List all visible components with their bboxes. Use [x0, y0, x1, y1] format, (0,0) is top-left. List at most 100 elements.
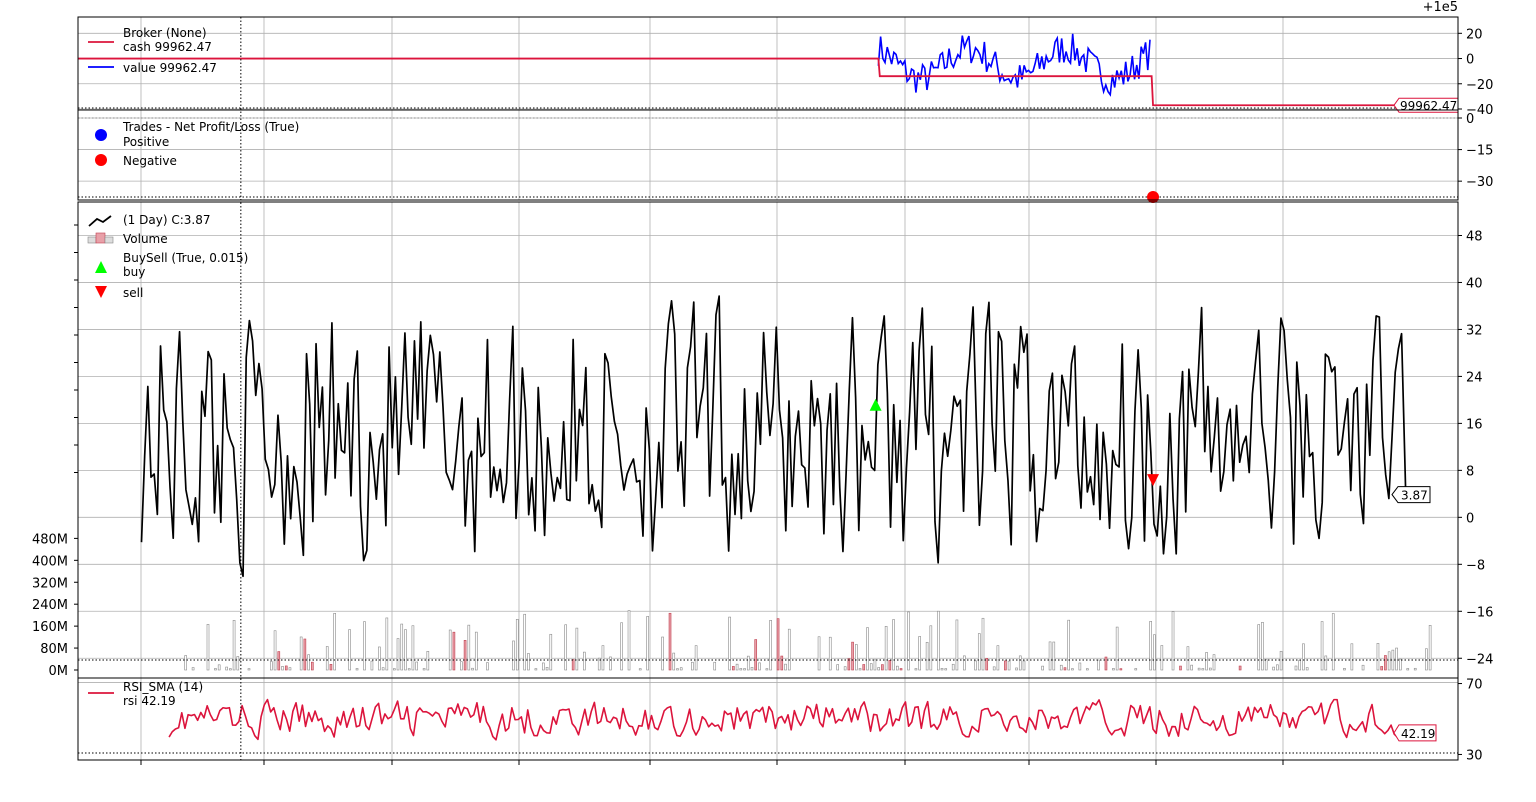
- ytick-trades-2: −30: [1466, 175, 1493, 190]
- volume-bar: [668, 612, 672, 671]
- volume-bar: [866, 627, 869, 671]
- volume-bar: [303, 638, 307, 671]
- volume-bar: [378, 646, 381, 671]
- volume-bar: [855, 644, 858, 671]
- volume-bar: [583, 651, 586, 671]
- volume-bar: [1425, 648, 1428, 671]
- broker-last-value: 99962.47: [1400, 99, 1457, 113]
- volume-bar: [217, 664, 221, 671]
- volume-bar: [385, 617, 389, 671]
- volume-bar: [851, 641, 854, 671]
- volume-bar: [206, 624, 210, 671]
- legend-volume: Volume: [123, 232, 168, 246]
- volume-bar: [284, 665, 288, 671]
- volume-bar: [1350, 643, 1354, 671]
- volume-bar: [549, 633, 553, 671]
- volume-bar: [1071, 668, 1074, 671]
- volume-bar: [758, 662, 761, 671]
- volume-bar: [936, 610, 940, 671]
- volume-bar: [1097, 659, 1100, 671]
- volume-bar: [467, 624, 471, 671]
- volume-bar: [1078, 662, 1082, 671]
- volume-bar: [1179, 665, 1182, 671]
- legend-broker-title: Broker (None): [123, 26, 207, 40]
- volume-bar: [765, 668, 769, 671]
- volume-bar: [884, 626, 888, 671]
- volume-bar: [1186, 646, 1190, 671]
- axis-offset-label: +1e5: [1423, 0, 1458, 15]
- volume-bar: [515, 619, 519, 671]
- volume-bar: [1104, 656, 1108, 671]
- ytick-volume-2: 320M: [32, 576, 68, 591]
- rsi-line: [168, 698, 1407, 741]
- volume-bar: [307, 654, 310, 671]
- volume-bar: [1153, 634, 1156, 671]
- legend-trades-title: Trades - Net Profit/Loss (True): [122, 120, 299, 134]
- volume-bar: [1048, 641, 1052, 671]
- volume-bar: [288, 667, 292, 671]
- volume-bar: [1361, 664, 1365, 671]
- volume-bar: [363, 621, 366, 671]
- sell-marker-0: [1147, 474, 1160, 487]
- legend-sell: sell: [123, 286, 143, 300]
- volume-bar: [899, 668, 903, 671]
- volume-bar: [1279, 650, 1283, 671]
- ytick-price-8: −16: [1466, 605, 1493, 620]
- ytick-rsi-0: 70: [1466, 678, 1483, 693]
- value-line: [877, 33, 1151, 97]
- volume-bar: [925, 641, 929, 671]
- ytick-price-4: 16: [1466, 417, 1483, 432]
- cash-line: [78, 57, 1431, 107]
- volume-bar: [1063, 667, 1067, 671]
- volume-bar: [1067, 619, 1071, 671]
- volume-bar: [750, 667, 754, 671]
- volume-bar: [460, 661, 463, 671]
- panel-frame-broker: [77, 16, 1459, 111]
- volume-bar: [392, 668, 396, 671]
- ytick-trades-1: −15: [1466, 144, 1493, 159]
- volume-bar: [463, 640, 467, 671]
- volume-bar: [1395, 647, 1398, 671]
- volume-bar: [609, 656, 612, 671]
- volume-bar: [672, 652, 676, 671]
- volume-bar: [776, 618, 780, 671]
- volume-bar: [1022, 660, 1026, 671]
- volume-bar: [743, 668, 746, 671]
- volume-bar: [381, 667, 385, 671]
- volume-bar: [325, 646, 329, 671]
- legend-volume-swatch-b: [95, 232, 106, 244]
- legends: Broker (None)cash 99962.47 value 99962.47…: [87, 26, 299, 708]
- ytick-volume-5: 80M: [40, 642, 68, 657]
- volume-bar: [299, 636, 303, 671]
- volume-bar: [732, 666, 735, 671]
- negative-trade-point-0: [1147, 190, 1160, 203]
- volume-bar: [270, 661, 273, 671]
- volume-bar: [746, 655, 750, 671]
- volume-bar: [411, 625, 415, 671]
- volume-bar: [426, 651, 430, 671]
- legend-price-swatch: [88, 215, 112, 227]
- volume-bar: [1413, 667, 1417, 671]
- volume-bar: [985, 658, 989, 671]
- volume-bar: [523, 613, 527, 671]
- volume-bar: [992, 666, 996, 671]
- volume-bar: [1115, 626, 1119, 671]
- volume-bar: [787, 628, 791, 671]
- volume-bar: [597, 657, 601, 671]
- volume-bar: [1320, 621, 1324, 671]
- volume-bar: [273, 630, 277, 671]
- volume-bar: [571, 659, 575, 671]
- volume-bar: [534, 668, 538, 671]
- volume-bar: [311, 661, 314, 671]
- volume-bar: [191, 667, 195, 671]
- volume-bar: [396, 638, 400, 671]
- volume-bar: [422, 668, 426, 671]
- ytick-volume-3: 240M: [32, 598, 68, 613]
- volume-bar: [1059, 664, 1063, 671]
- volume-bar: [407, 668, 411, 671]
- volume-bar: [951, 663, 955, 671]
- volume-bar: [1380, 666, 1383, 671]
- volume-bar: [542, 662, 545, 671]
- volume-bar: [1212, 654, 1216, 671]
